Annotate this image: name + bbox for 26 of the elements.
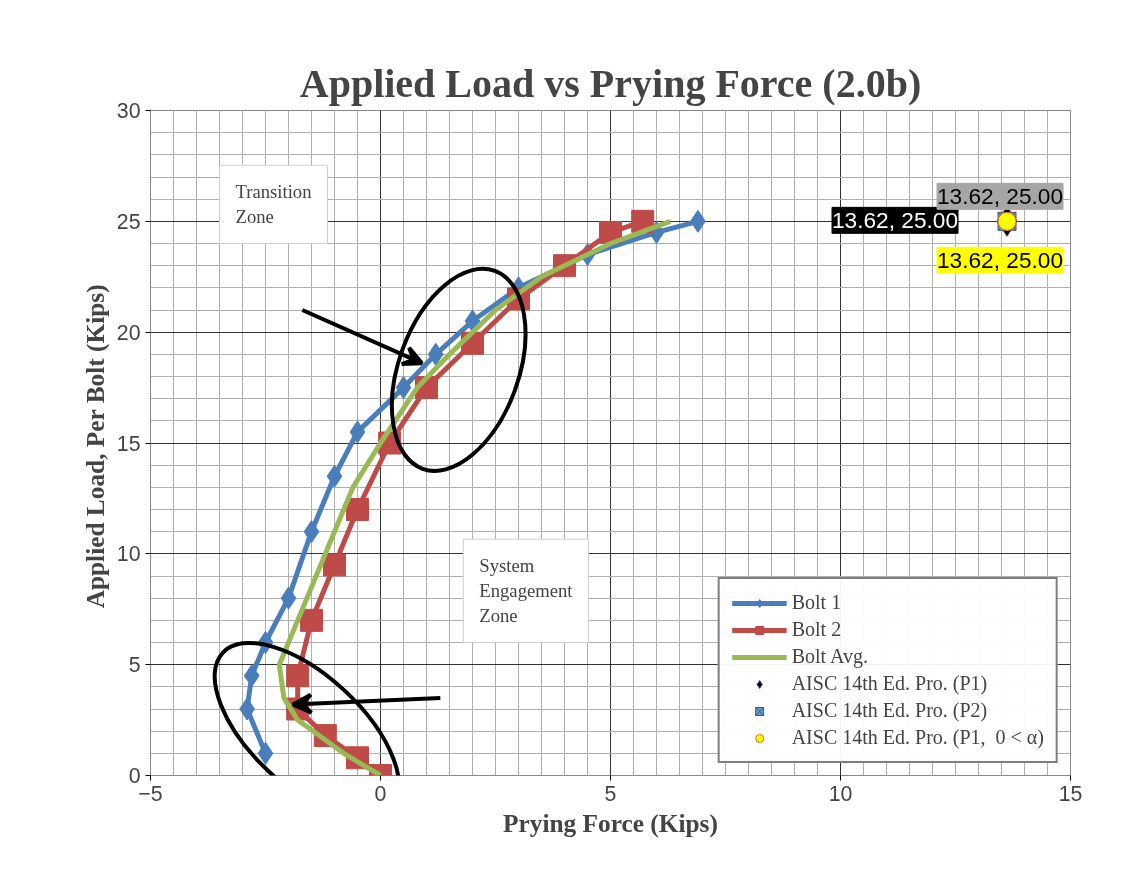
- x-tick-label: 10: [828, 781, 853, 806]
- x-tick-label: 0: [374, 781, 387, 806]
- annotation: Transition Zone: [235, 181, 313, 228]
- x-tick-label: −5: [138, 781, 163, 806]
- data-label: 13.62, 25.00: [937, 247, 1063, 274]
- y-tick-label: 30: [116, 99, 141, 123]
- annotation: System Engagement Zone: [479, 555, 574, 627]
- legend-label: AISC 14th Ed. Pro. (P1): [791, 672, 988, 695]
- chart-title: Applied Load vs Prying Force (2.0b): [299, 60, 922, 106]
- x-axis-title: Prying Force (Kips): [503, 808, 718, 838]
- data-label: 13.62, 25.00: [937, 183, 1063, 210]
- x-tick-label: 5: [604, 781, 617, 806]
- data-label: 13.62, 25.00: [832, 207, 958, 234]
- y-tick-label: 15: [116, 431, 141, 456]
- y-tick-label: 5: [128, 653, 141, 678]
- x-tick-label: 15: [1058, 781, 1083, 806]
- y-tick-label: 10: [116, 542, 141, 567]
- legend-label: AISC 14th Ed. Pro. (P2): [791, 699, 988, 722]
- y-tick-label: 25: [116, 209, 141, 234]
- legend-label: AISC 14th Ed. Pro. (P1, 0 < α): [791, 726, 1044, 749]
- legend-label: Bolt 1: [791, 591, 842, 614]
- y-axis-title: Applied Load, Per Bolt (Kips): [80, 284, 110, 609]
- legend-label: Bolt 2: [791, 618, 842, 641]
- y-tick-label: 0: [128, 764, 141, 788]
- y-tick-label: 20: [116, 320, 141, 345]
- legend-label: Bolt Avg.: [791, 645, 868, 668]
